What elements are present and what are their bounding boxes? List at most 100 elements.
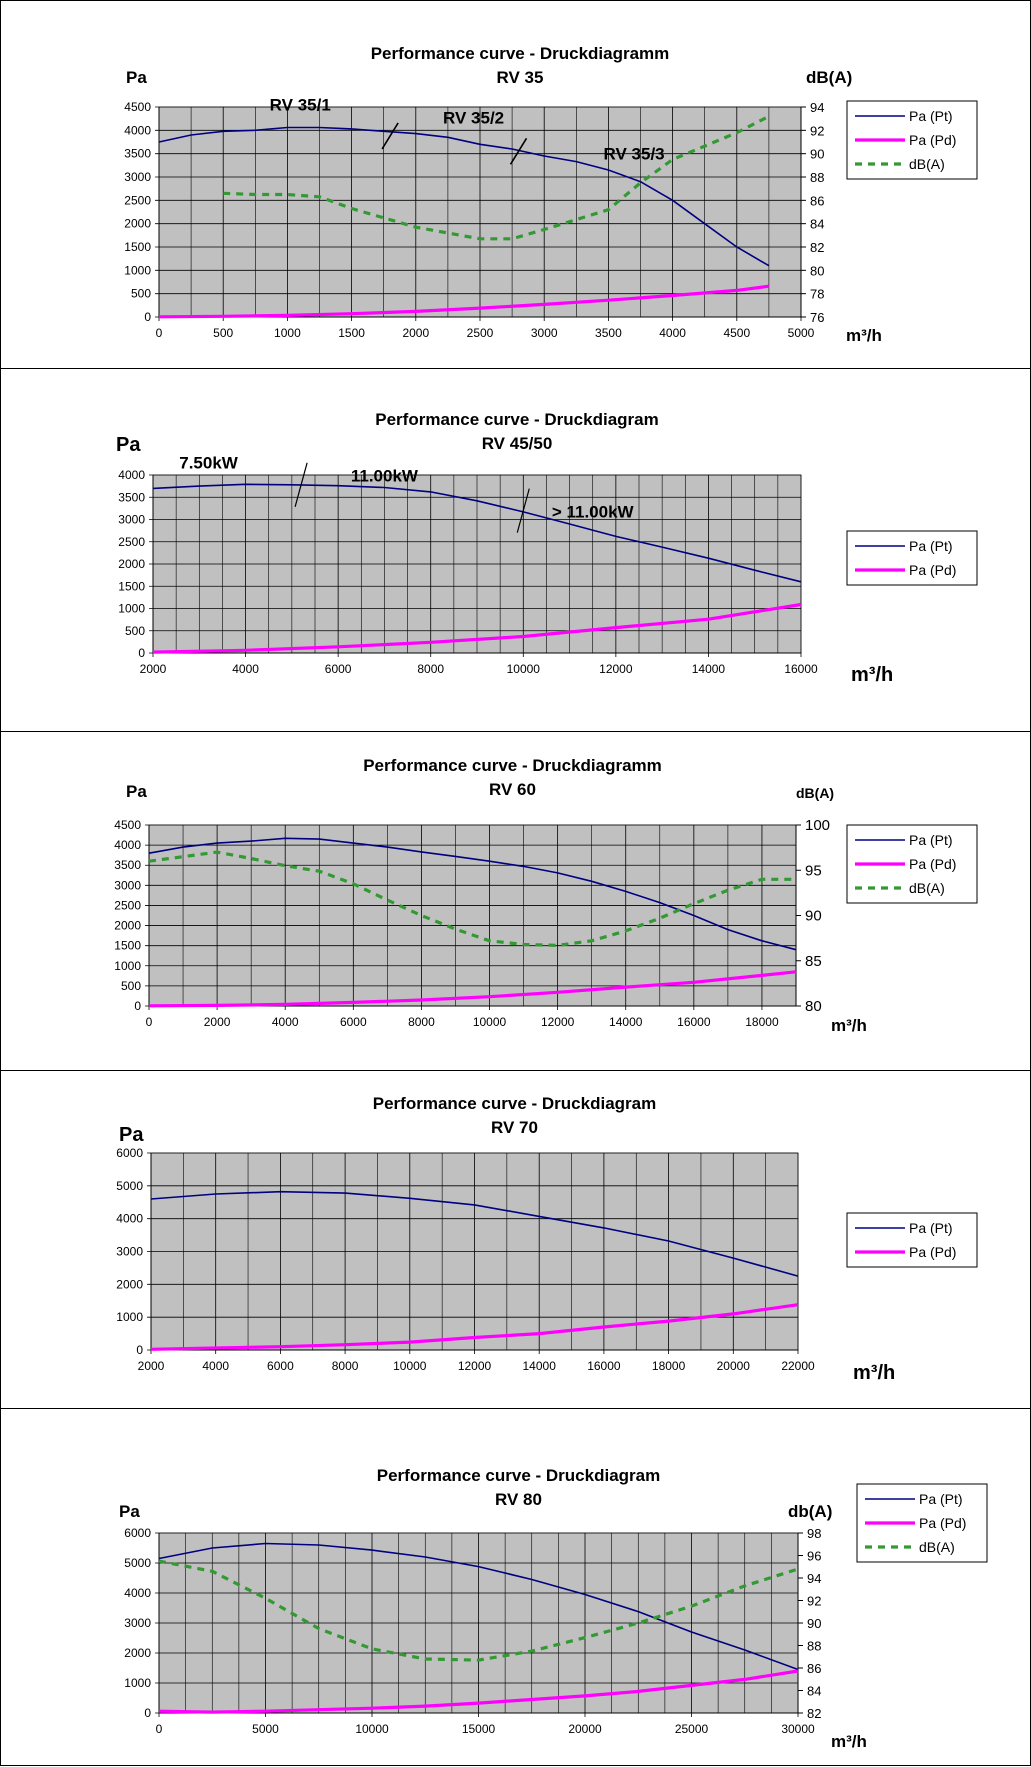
series-line (158, 1542, 799, 1671)
x-tick-label: 2000 (140, 662, 167, 676)
x-tick-label: 5000 (252, 1722, 279, 1736)
x-tick-label: 10000 (473, 1015, 507, 1029)
y-tick-label: 2000 (114, 919, 141, 933)
series-line (148, 850, 796, 948)
x-tick-label: 6000 (325, 662, 352, 676)
x-tick-label: 16000 (587, 1359, 621, 1373)
x-tick-label: 12000 (541, 1015, 575, 1029)
chart-title: Performance curve - Druckdiagramm (371, 44, 670, 63)
legend-box (846, 1212, 978, 1268)
legend-label: Pa (Pd) (909, 562, 956, 578)
y2-tick-label: 92 (807, 1594, 821, 1609)
separator-mark (516, 488, 530, 533)
annotation-label: RV 35/3 (604, 144, 665, 163)
series-line (150, 1303, 799, 1351)
chart-rv60: 0 2000 4000 6000 8000 10000 12000 14000 16000 180… (114, 756, 978, 1035)
y-tick-label: 3000 (114, 878, 141, 892)
y-tick-label: 0 (134, 999, 141, 1013)
x-tick-label: 10000 (507, 662, 541, 676)
y2-tick-label: 80 (810, 263, 824, 278)
y-tick-label: 1500 (124, 240, 151, 254)
separator-mark (509, 137, 528, 165)
y-axis-label: Pa (119, 1502, 140, 1521)
y-tick-label: 4000 (124, 123, 151, 137)
x-tick-label: 18000 (745, 1015, 779, 1029)
x-tick-label: 2000 (138, 1359, 165, 1373)
y-tick-label: 3500 (114, 858, 141, 872)
legend-label: Pa (Pt) (909, 538, 953, 554)
y-tick-label: 5000 (116, 1179, 143, 1193)
series-line (152, 602, 802, 654)
y-tick-label: 4500 (114, 818, 141, 832)
chart-panel-rv80: 0 5000 10000 15000 20000 25000 30000 0 1000 2000 3… (0, 1408, 1031, 1766)
y-tick-label: 4000 (116, 1212, 143, 1226)
y2-tick-label: 88 (807, 1639, 821, 1654)
chart-rv70: 2000 4000 6000 8000 10000 12000 14000 16000 1800… (116, 1094, 978, 1384)
chart-title: Performance curve - Druckdiagram (373, 1094, 656, 1113)
chart-body: 0 500 1000 1500 2000 2500 3000 3500 4000 4500 5000… (124, 44, 978, 345)
y-tick-label: 0 (136, 1343, 143, 1357)
x-tick-label: 14000 (692, 662, 726, 676)
y2-tick-label: 92 (810, 123, 824, 138)
y-tick-label: 5000 (124, 1556, 151, 1570)
chart-rv80: 0 5000 10000 15000 20000 25000 30000 0 1000 2000 3… (119, 1466, 988, 1751)
y-tick-label: 2000 (124, 217, 151, 231)
x-tick-label: 4000 (272, 1015, 299, 1029)
x-tick-label: 2000 (402, 326, 429, 340)
annotation-label: RV 35/1 (270, 95, 331, 114)
x-tick-label: 500 (213, 326, 233, 340)
x-tick-label: 4000 (232, 662, 259, 676)
y2-tick-label: 90 (810, 147, 824, 162)
x-tick-label: 4500 (723, 326, 750, 340)
x-tick-label: 6000 (340, 1015, 367, 1029)
y2-tick-label: 98 (807, 1526, 821, 1541)
series-line (148, 970, 797, 1008)
x-tick-label: 10000 (393, 1359, 427, 1373)
y-tick-label: 1000 (116, 1310, 143, 1324)
y-tick-label: 2500 (118, 535, 145, 549)
series-line (158, 126, 770, 267)
y-tick-label: 1000 (124, 263, 151, 277)
y-tick-label: 2500 (114, 898, 141, 912)
y-tick-label: 4000 (124, 1586, 151, 1600)
x-tick-label: 6000 (267, 1359, 294, 1373)
x-axis-label: m³/h (831, 1732, 867, 1751)
y-tick-label: 3000 (124, 1616, 151, 1630)
legend-label: Pa (Pt) (909, 832, 953, 848)
legend-label: Pa (Pd) (919, 1515, 966, 1531)
y2-tick-label: 86 (807, 1661, 821, 1676)
x-tick-label: 3500 (595, 326, 622, 340)
x-tick-label: 16000 (677, 1015, 711, 1029)
y2-tick-label: 85 (805, 953, 822, 970)
y-tick-label: 1000 (114, 959, 141, 973)
series-line (158, 1559, 799, 1662)
x-axis-label: m³/h (831, 1016, 867, 1035)
chart-subtitle: RV 80 (495, 1490, 542, 1509)
y-tick-label: 4500 (124, 100, 151, 114)
y2-axis-label: dB(A) (796, 785, 834, 801)
x-tick-label: 5000 (788, 326, 815, 340)
y-axis-label: Pa (126, 68, 147, 87)
legend-label: dB(A) (909, 880, 945, 896)
x-tick-label: 1500 (338, 326, 365, 340)
x-tick-label: 16000 (784, 662, 818, 676)
x-tick-label: 0 (156, 326, 163, 340)
x-tick-label: 4000 (659, 326, 686, 340)
y2-tick-label: 76 (810, 310, 824, 325)
x-axis-label: m³/h (851, 664, 893, 686)
y2-tick-label: 96 (807, 1549, 821, 1564)
y2-tick-label: 90 (805, 908, 822, 925)
y-tick-label: 500 (131, 287, 151, 301)
chart-body: 0 2000 4000 6000 8000 10000 12000 14000 16000 180… (114, 756, 978, 1035)
y2-tick-label: 78 (810, 287, 824, 302)
y-tick-label: 4000 (118, 468, 145, 482)
x-tick-label: 2000 (204, 1015, 231, 1029)
x-tick-label: 8000 (417, 662, 444, 676)
chart-panel-rv70: 2000 4000 6000 8000 10000 12000 14000 16000 1800… (0, 1070, 1031, 1409)
y-tick-label: 6000 (116, 1146, 143, 1160)
x-tick-label: 20000 (568, 1722, 602, 1736)
chart-subtitle: RV 35 (497, 68, 544, 87)
legend-label: Pa (Pd) (909, 856, 956, 872)
y-axis-label: Pa (119, 1124, 144, 1146)
y-tick-label: 1500 (114, 939, 141, 953)
